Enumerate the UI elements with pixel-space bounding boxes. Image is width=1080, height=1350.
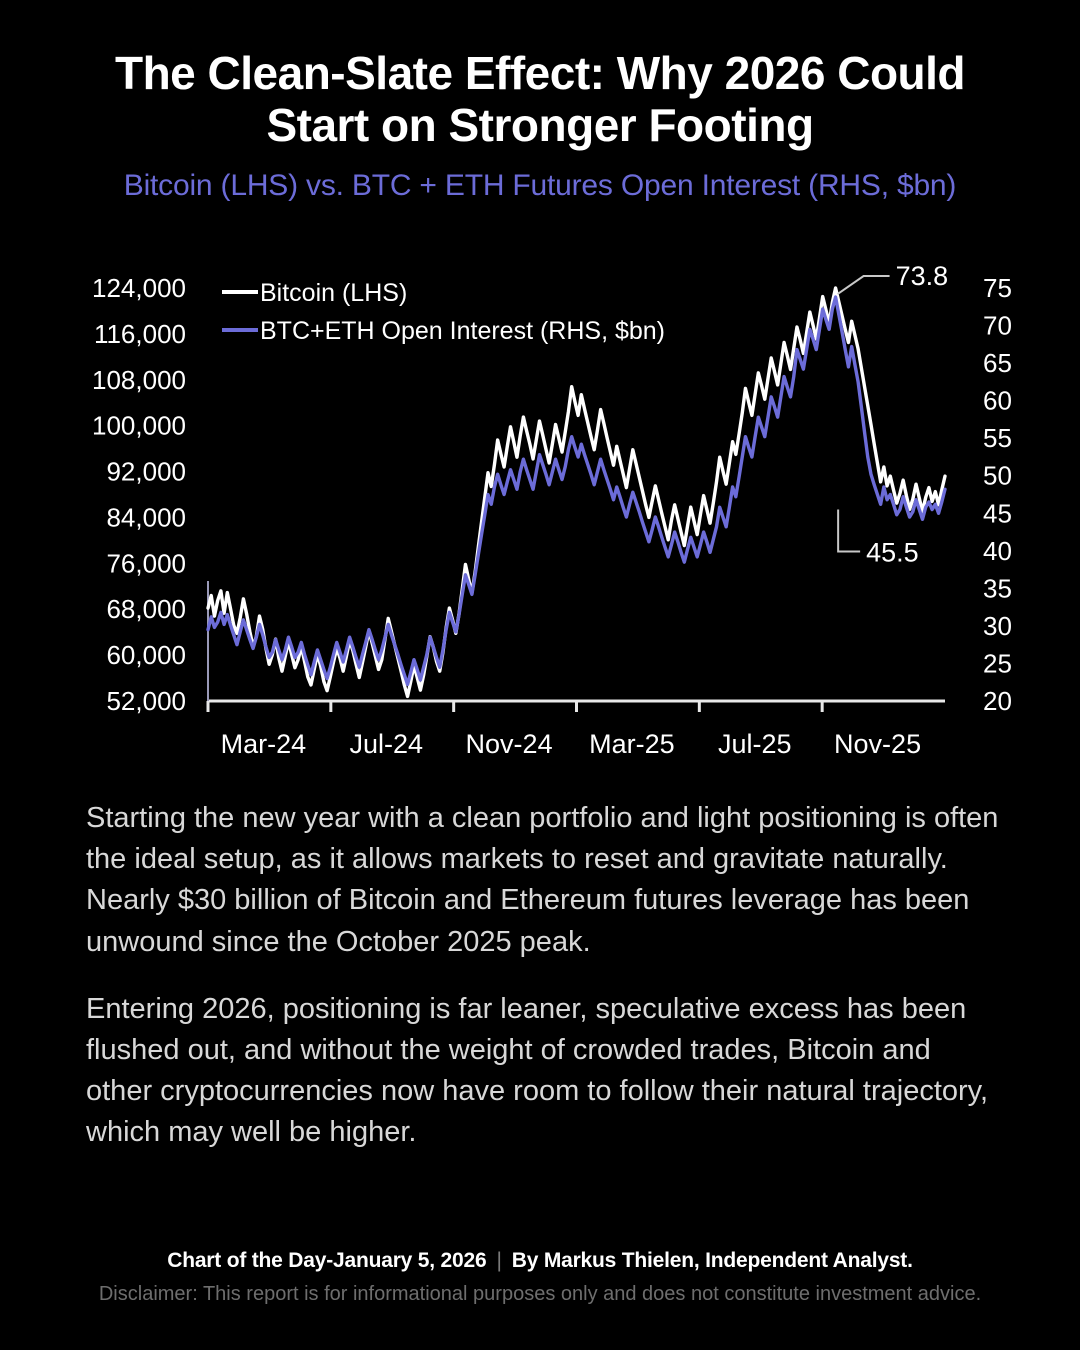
left-axis-tick: 116,000 [94, 319, 186, 349]
left-axis-labels: 52,000 60,000 68,000 76,000 84,000 92,000 100,… [92, 273, 186, 716]
x-axis-tick-label: Jul-24 [349, 729, 423, 759]
bitcoin-line [206, 286, 947, 699]
x-axis-labels: Mar-24 Jul-24 Nov-24 Mar-25 Jul-25 Nov-25 [221, 729, 921, 759]
left-axis-tick: 84,000 [106, 502, 186, 532]
paragraph-1: Starting the new year with a clean portf… [86, 802, 999, 958]
annotation-peak-value: 73.8 [896, 261, 949, 291]
right-axis-tick: 65 [983, 348, 1012, 378]
chart-legend: Bitcoin (LHS) BTC+ETH Open Interest (RHS,… [222, 279, 665, 345]
annotation-leader-last [837, 509, 861, 553]
left-axis-tick: 52,000 [106, 686, 186, 716]
annotation-leader-peak [837, 275, 890, 295]
chart-container: 52,000 60,000 68,000 76,000 84,000 92,000 100,… [0, 252, 1080, 772]
footer: Chart of the Day-January 5, 2026 | By Mark… [0, 1249, 1080, 1306]
disclaimer: Disclaimer: This report is for informati… [98, 1283, 982, 1305]
right-axis-tick: 50 [983, 461, 1012, 491]
legend-label: Bitcoin (LHS) [260, 279, 407, 307]
right-axis-tick: 70 [983, 311, 1012, 341]
right-axis-tick: 60 [983, 386, 1012, 416]
credit-author: By Markus Thielen, Independent Analyst. [511, 1249, 913, 1272]
legend-label: BTC+ETH Open Interest (RHS, $bn) [260, 317, 665, 345]
right-axis-tick: 30 [983, 611, 1012, 641]
x-axis-tick-label: Jul-25 [718, 729, 792, 759]
right-axis-tick: 20 [983, 686, 1012, 716]
paragraph-2: Entering 2026, positioning is far leaner… [86, 992, 989, 1149]
left-axis-tick: 92,000 [106, 457, 186, 487]
right-axis-tick: 40 [983, 536, 1012, 566]
chart-subtitle: Bitcoin (LHS) vs. BTC + ETH Futures Open… [123, 169, 957, 203]
x-axis-tick-label: Mar-24 [221, 729, 307, 759]
x-axis-tick-label: Nov-25 [834, 729, 921, 759]
annotation-last-value: 45.5 [866, 538, 919, 568]
x-axis-tick-label: Mar-25 [589, 729, 675, 759]
left-axis-tick: 108,000 [92, 365, 186, 395]
series-lines [206, 286, 947, 699]
axis-lines [206, 581, 945, 712]
left-axis-tick: 68,000 [106, 594, 186, 624]
credit-line: Chart of the Day-January 5, 2026 | By Mark… [0, 1249, 1080, 1273]
credit-date: Chart of the Day-January 5, 2026 [167, 1249, 487, 1272]
x-axis-tick-label: Nov-24 [466, 729, 553, 759]
chart-annotations: 73.8 45.5 [837, 261, 949, 568]
credit-separator: | [496, 1249, 502, 1272]
open-interest-line [206, 295, 947, 687]
right-axis-labels: 20 25 30 35 40 45 50 55 60 65 70 75 [983, 273, 1012, 716]
right-axis-tick: 55 [983, 423, 1012, 453]
chart-svg: 52,000 60,000 68,000 76,000 84,000 92,000 100,… [92, 261, 1012, 759]
left-axis-tick: 124,000 [92, 273, 186, 303]
right-axis-tick: 75 [983, 273, 1012, 303]
left-axis-tick: 100,000 [92, 411, 186, 441]
right-axis-tick: 25 [983, 648, 1012, 678]
right-axis-tick: 35 [983, 573, 1012, 603]
right-axis-tick: 45 [983, 498, 1012, 528]
page-title: The Clean-Slate Effect: Why 2026 Could S… [114, 47, 966, 151]
left-axis-tick: 60,000 [106, 640, 186, 670]
body-copy: Starting the new year with a clean portf… [86, 798, 1002, 1179]
left-axis-tick: 76,000 [106, 548, 186, 578]
